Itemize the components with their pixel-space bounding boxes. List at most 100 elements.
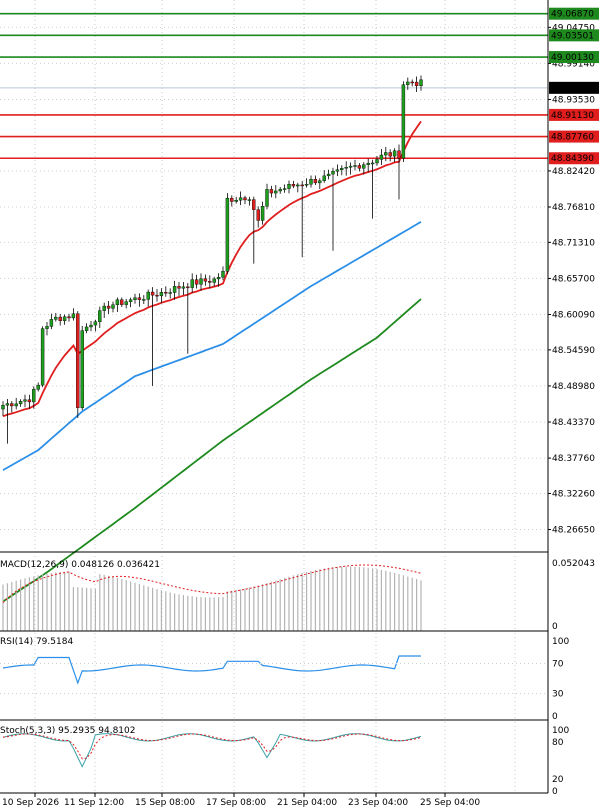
candle-body-40 xyxy=(177,286,181,289)
rsi-tick-3: 0 xyxy=(552,712,558,722)
candle-body-78 xyxy=(344,167,348,169)
level-label-box-0 xyxy=(549,7,599,20)
candle-body-33 xyxy=(146,291,150,300)
candle-body-5 xyxy=(23,399,27,402)
candle-body-19 xyxy=(84,326,89,331)
candle-body-85 xyxy=(375,159,379,164)
candle-body-50 xyxy=(221,271,225,278)
candle-body-71 xyxy=(313,179,318,184)
moving-averages xyxy=(2,120,422,603)
candle-body-31 xyxy=(137,297,142,300)
candle-body-41 xyxy=(181,286,186,289)
candle-body-17 xyxy=(76,313,80,408)
candle-body-57 xyxy=(252,199,256,210)
x-tick-label-3: 17 Sep 08:00 xyxy=(206,798,266,808)
level-label-box-4 xyxy=(549,130,599,143)
price-tick-label-5: 48.71310 xyxy=(552,238,595,248)
x-tick-label-5: 23 Sep 04:00 xyxy=(348,798,408,808)
candle-body-6 xyxy=(27,399,32,403)
candle-body-0 xyxy=(1,404,5,410)
candle-body-87 xyxy=(384,152,388,156)
price-tick-label-9: 48.48980 xyxy=(552,382,595,392)
candle-body-66 xyxy=(291,184,296,187)
candle-body-11 xyxy=(49,319,54,327)
candle-body-94 xyxy=(414,81,419,86)
rsi-label: RSI(14) 79.5184 xyxy=(0,637,73,647)
candle-body-8 xyxy=(36,384,40,390)
candle-body-70 xyxy=(309,179,313,185)
macd-panel xyxy=(2,564,422,631)
candle-body-46 xyxy=(203,278,208,282)
level-label-4: 48.87760 xyxy=(551,133,594,143)
grid xyxy=(0,0,548,793)
candle-body-14 xyxy=(62,316,67,321)
rsi-tick-0: 100 xyxy=(552,637,569,647)
x-tick-label-4: 21 Sep 04:00 xyxy=(277,798,337,808)
candle-body-34 xyxy=(150,291,155,296)
candle-body-68 xyxy=(300,184,304,187)
x-tick-label-6: 25 Sep 04:00 xyxy=(420,798,480,808)
candle-body-62 xyxy=(274,190,278,194)
candle-body-13 xyxy=(58,316,62,321)
candle-body-10 xyxy=(45,326,49,329)
level-label-box-1 xyxy=(549,29,599,42)
candle-body-48 xyxy=(212,278,216,283)
stoch-panel xyxy=(2,733,422,768)
price-levels xyxy=(0,12,548,160)
candle-body-93 xyxy=(410,81,414,84)
candle-body-23 xyxy=(102,305,106,311)
price-tick-label-3: 48.82420 xyxy=(552,167,595,177)
candle-body-16 xyxy=(71,313,76,319)
candle-body-84 xyxy=(370,162,375,165)
x-tick-label-0: 10 Sep 2026 xyxy=(2,798,59,808)
price-tick-label-7: 48.60090 xyxy=(552,311,595,321)
candle-body-75 xyxy=(331,171,335,175)
stoch-tick-2: 20 xyxy=(552,775,564,785)
candle-body-67 xyxy=(296,184,300,187)
candle-body-4 xyxy=(18,401,23,405)
candle-body-77 xyxy=(340,168,344,170)
candle-body-38 xyxy=(168,292,172,294)
candle-body-9 xyxy=(40,328,45,386)
candle-body-55 xyxy=(243,197,247,201)
candle-body-64 xyxy=(282,188,287,190)
candle-body-81 xyxy=(357,165,362,169)
current-price-box xyxy=(549,81,599,94)
candle-body-73 xyxy=(322,175,326,181)
candle-body-43 xyxy=(190,279,194,288)
candle-body-95 xyxy=(419,79,423,86)
candle-body-69 xyxy=(304,184,309,186)
ma-mid-line xyxy=(2,221,422,471)
candle-body-92 xyxy=(406,81,410,85)
candle-body-21 xyxy=(93,321,98,326)
level-label-0: 49.06870 xyxy=(551,10,594,20)
price-tick-label-11: 48.37760 xyxy=(552,454,595,464)
rsi-panel xyxy=(0,655,548,694)
macd-bottom-tick: 0 xyxy=(552,622,558,632)
price-tick-label-0: 49.04750 xyxy=(552,23,595,33)
candle-body-39 xyxy=(172,286,177,293)
candle-body-51 xyxy=(225,197,230,272)
price-tick-label-2: 48.93530 xyxy=(552,95,595,105)
candle-body-2 xyxy=(10,403,14,407)
candle-body-25 xyxy=(111,304,115,309)
candle-body-37 xyxy=(164,292,168,294)
candle-body-7 xyxy=(32,389,36,403)
candle-body-56 xyxy=(247,199,252,201)
x-tick-label-1: 11 Sep 12:00 xyxy=(64,798,124,808)
candle-body-47 xyxy=(208,281,212,283)
stoch-tick-1: 80 xyxy=(552,738,564,748)
candle-body-18 xyxy=(80,330,84,408)
axes xyxy=(0,0,551,797)
candle-body-24 xyxy=(106,305,111,309)
candle-body-45 xyxy=(199,278,203,285)
level-label-box-2 xyxy=(549,51,599,64)
level-label-box-5 xyxy=(549,152,599,165)
candle-body-60 xyxy=(265,189,269,207)
x-tick-label-2: 15 Sep 08:00 xyxy=(135,798,195,808)
price-tick-label-8: 48.54590 xyxy=(552,346,595,356)
level-label-box-3 xyxy=(549,108,599,121)
candle-body-80 xyxy=(353,165,357,167)
price-tick-label-10: 48.43370 xyxy=(552,418,595,428)
